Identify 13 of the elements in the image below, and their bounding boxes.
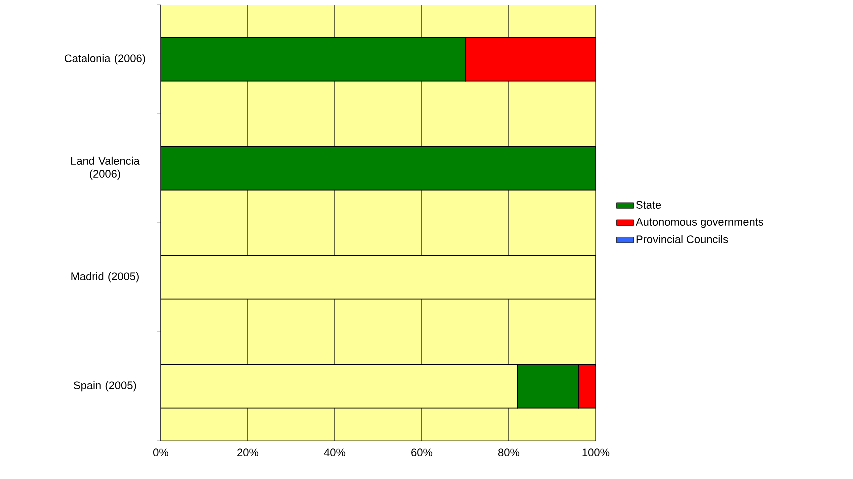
y-tick-label: Spain (2005) [74,381,136,392]
y-tick-label: Madrid (2005) [72,272,139,283]
x-tick-label: 0% [154,448,169,457]
legend-label: Autonomous governments [636,218,764,228]
x-tick-label: 60% [412,448,433,457]
legend-label: Provincial Councils [636,235,728,244]
legend-label: State [636,201,662,209]
x-tick-label: 80% [498,448,520,457]
x-tick-label: 20% [238,448,259,457]
y-tick-label: Land Valencia (2006) [72,156,140,180]
x-tick-label: 100% [582,448,610,457]
y-tick-label: Catalonia (2006) [64,54,146,65]
x-tick-label: 40% [324,448,346,457]
